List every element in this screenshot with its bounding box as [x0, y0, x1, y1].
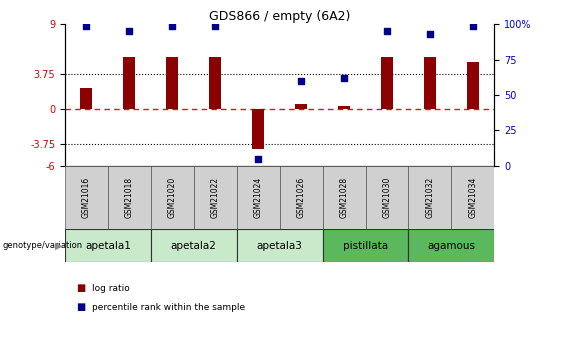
Text: GSM21022: GSM21022 — [211, 177, 220, 218]
Bar — [237, 229, 323, 262]
Bar — [151, 166, 194, 229]
Text: agamous: agamous — [428, 241, 475, 251]
Text: GSM21034: GSM21034 — [468, 177, 477, 218]
Bar — [408, 229, 494, 262]
Text: ▶: ▶ — [55, 241, 63, 251]
Point — [82, 23, 91, 28]
Text: apetala1: apetala1 — [85, 241, 131, 251]
Bar — [108, 166, 151, 229]
Bar — [237, 166, 280, 229]
Bar — [381, 57, 393, 109]
Text: GSM21028: GSM21028 — [340, 177, 349, 218]
Text: ■: ■ — [76, 302, 85, 312]
Bar — [80, 88, 93, 109]
Bar — [408, 166, 451, 229]
Bar — [467, 62, 479, 109]
Bar — [323, 229, 408, 262]
Point — [254, 156, 263, 161]
Text: pistillata: pistillata — [343, 241, 388, 251]
Bar — [166, 57, 179, 109]
Point — [383, 28, 392, 34]
Text: GSM21018: GSM21018 — [125, 177, 134, 218]
Bar — [280, 166, 323, 229]
Point — [425, 31, 434, 37]
Text: GSM21024: GSM21024 — [254, 177, 263, 218]
Bar — [424, 57, 436, 109]
Bar — [252, 109, 264, 149]
Bar — [451, 166, 494, 229]
Text: GSM21026: GSM21026 — [297, 177, 306, 218]
Bar — [323, 166, 366, 229]
Text: GSM21020: GSM21020 — [168, 177, 177, 218]
Bar — [295, 104, 307, 109]
Point — [125, 28, 134, 34]
Text: ■: ■ — [76, 283, 85, 293]
Text: GSM21032: GSM21032 — [425, 177, 434, 218]
Bar — [366, 166, 408, 229]
Point — [211, 23, 220, 28]
Point — [168, 23, 177, 28]
Point — [297, 78, 306, 83]
Point — [468, 23, 477, 28]
Point — [340, 75, 349, 81]
Text: percentile rank within the sample: percentile rank within the sample — [92, 303, 245, 312]
Bar — [65, 229, 151, 262]
Bar — [338, 106, 350, 109]
Text: GSM21030: GSM21030 — [383, 177, 392, 218]
Text: GSM21016: GSM21016 — [82, 177, 91, 218]
Bar — [194, 166, 237, 229]
Bar — [209, 57, 221, 109]
Bar — [151, 229, 237, 262]
Text: apetala2: apetala2 — [171, 241, 217, 251]
Text: log ratio: log ratio — [92, 284, 130, 293]
Bar — [123, 57, 136, 109]
Title: GDS866 / empty (6A2): GDS866 / empty (6A2) — [209, 10, 350, 23]
Bar — [65, 166, 108, 229]
Text: genotype/variation: genotype/variation — [3, 241, 83, 250]
Text: apetala3: apetala3 — [257, 241, 303, 251]
